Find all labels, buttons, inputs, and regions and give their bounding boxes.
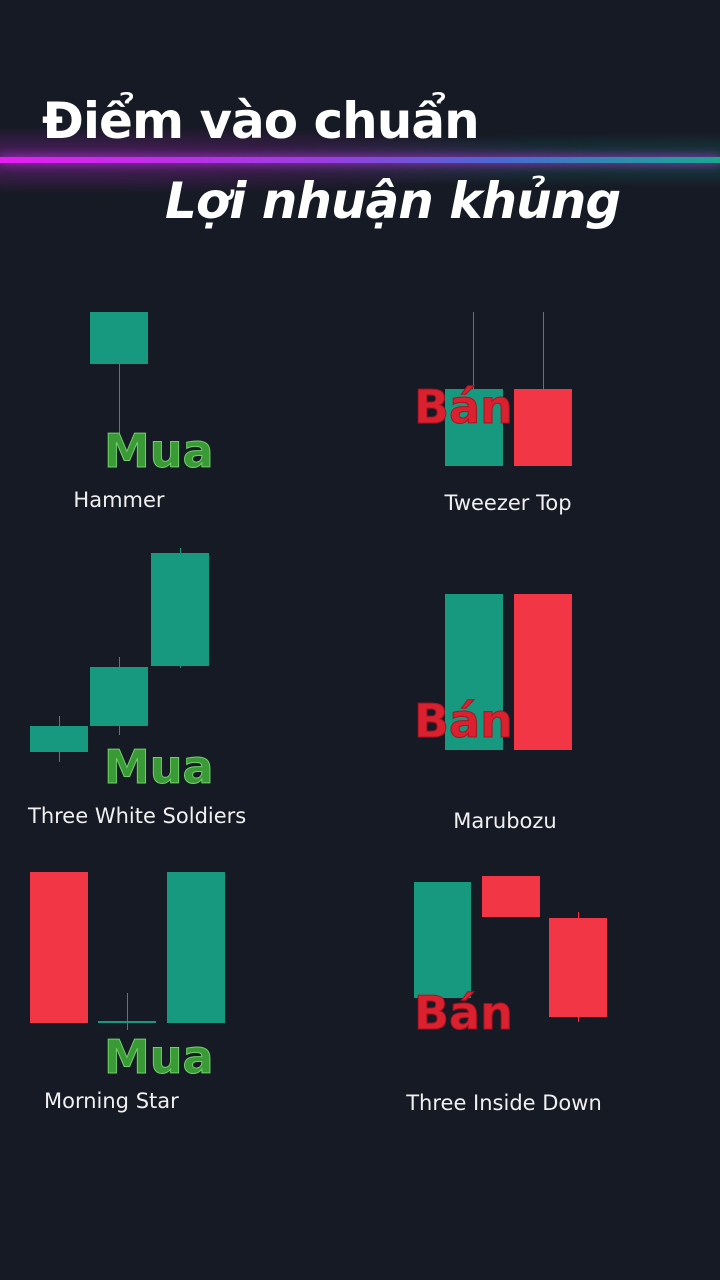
title-line-1: Điểm vào chuẩn xyxy=(42,92,480,150)
candle-wick xyxy=(473,312,474,389)
candle-bullish xyxy=(90,312,148,364)
candle-bearish xyxy=(514,594,572,750)
candle-bullish xyxy=(90,667,148,726)
candle-bullish xyxy=(445,594,503,750)
candle-wick xyxy=(119,364,120,440)
pattern-name: Three Inside Down xyxy=(406,1091,602,1115)
candle-bearish xyxy=(482,876,540,917)
neon-divider xyxy=(0,157,720,163)
signal-label: Mua xyxy=(104,424,215,479)
candle-bullish xyxy=(151,553,209,666)
candle-doji xyxy=(98,1021,156,1023)
candle-bearish xyxy=(514,389,572,466)
candle-bullish xyxy=(414,882,471,998)
candle-wick xyxy=(127,993,128,1030)
title-line-2: Lợi nhuận khủng xyxy=(165,172,621,230)
signal-label: Bán xyxy=(414,694,514,749)
pattern-name: Tweezer Top xyxy=(444,491,572,515)
candle-wick xyxy=(543,312,544,389)
signal-label: Bán xyxy=(414,986,514,1041)
signal-label: Mua xyxy=(104,1030,215,1085)
pattern-name: Three White Soldiers xyxy=(28,804,247,828)
candle-bullish xyxy=(445,389,503,466)
pattern-name: Marubozu xyxy=(453,809,557,833)
pattern-name: Morning Star xyxy=(44,1089,179,1113)
candle-bullish xyxy=(30,726,88,752)
signal-label: Bán xyxy=(414,380,514,435)
pattern-name: Hammer xyxy=(73,488,165,512)
candle-bearish xyxy=(549,918,607,1017)
candle-bearish xyxy=(30,872,88,1023)
candle-bullish xyxy=(167,872,225,1023)
signal-label: Mua xyxy=(104,740,215,795)
